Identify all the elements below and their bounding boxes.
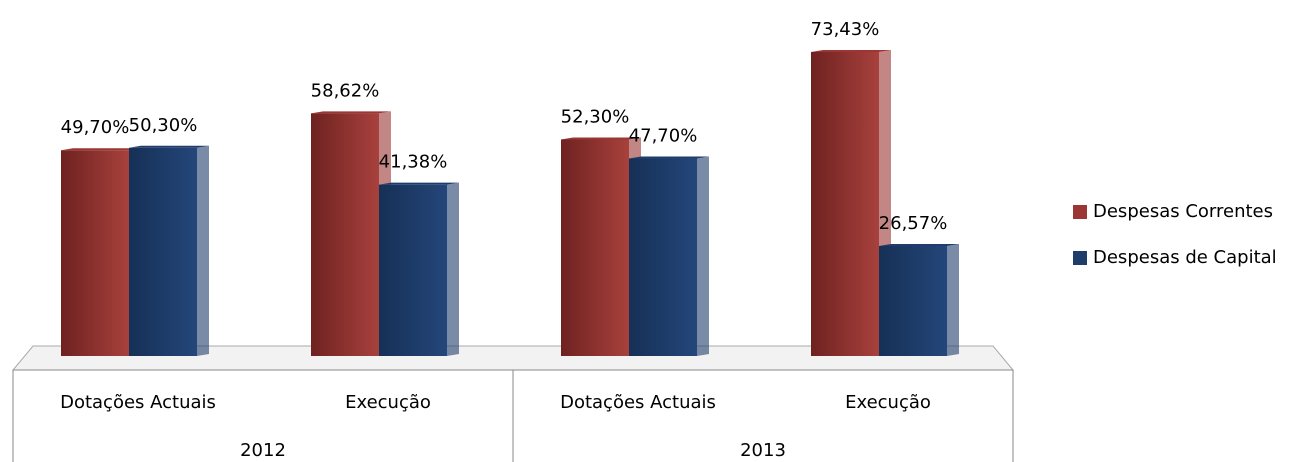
bar — [379, 184, 447, 356]
legend-label: Despesas Correntes — [1093, 201, 1273, 222]
value-label: 58,62% — [311, 80, 380, 101]
value-label: 49,70% — [61, 117, 130, 138]
bar — [811, 52, 879, 356]
bar-side — [447, 182, 459, 356]
bar-top — [61, 148, 141, 151]
value-label: 50,30% — [129, 115, 198, 136]
value-label: 73,43% — [811, 19, 880, 40]
value-label: 52,30% — [561, 106, 630, 127]
bar-top — [129, 145, 209, 148]
value-label: 26,57% — [879, 213, 948, 234]
legend-label: Despesas de Capital — [1093, 247, 1277, 268]
bar-top — [561, 137, 641, 140]
bar-side — [947, 244, 959, 356]
x-tick-label: Execução — [345, 392, 431, 413]
value-label: 41,38% — [379, 152, 448, 173]
x-tick-label: Dotações Actuais — [560, 392, 716, 413]
legend-swatch — [1073, 251, 1087, 265]
group-label: 2012 — [240, 440, 286, 461]
bar-side — [697, 156, 709, 356]
bar — [311, 113, 379, 357]
bar-top — [879, 244, 959, 247]
bar — [561, 139, 629, 356]
group-label: 2013 — [740, 440, 786, 461]
bar — [879, 246, 947, 356]
bar-top — [811, 50, 891, 52]
bar — [629, 158, 697, 356]
bar-top — [379, 182, 459, 185]
x-tick-label: Dotações Actuais — [60, 392, 216, 413]
bar-top — [311, 111, 391, 114]
bar — [129, 147, 197, 356]
bar — [61, 150, 129, 356]
bar-top — [629, 156, 709, 159]
legend-swatch — [1073, 205, 1087, 219]
x-tick-label: Execução — [845, 392, 931, 413]
bar-side — [197, 145, 209, 356]
value-label: 47,70% — [629, 126, 698, 147]
